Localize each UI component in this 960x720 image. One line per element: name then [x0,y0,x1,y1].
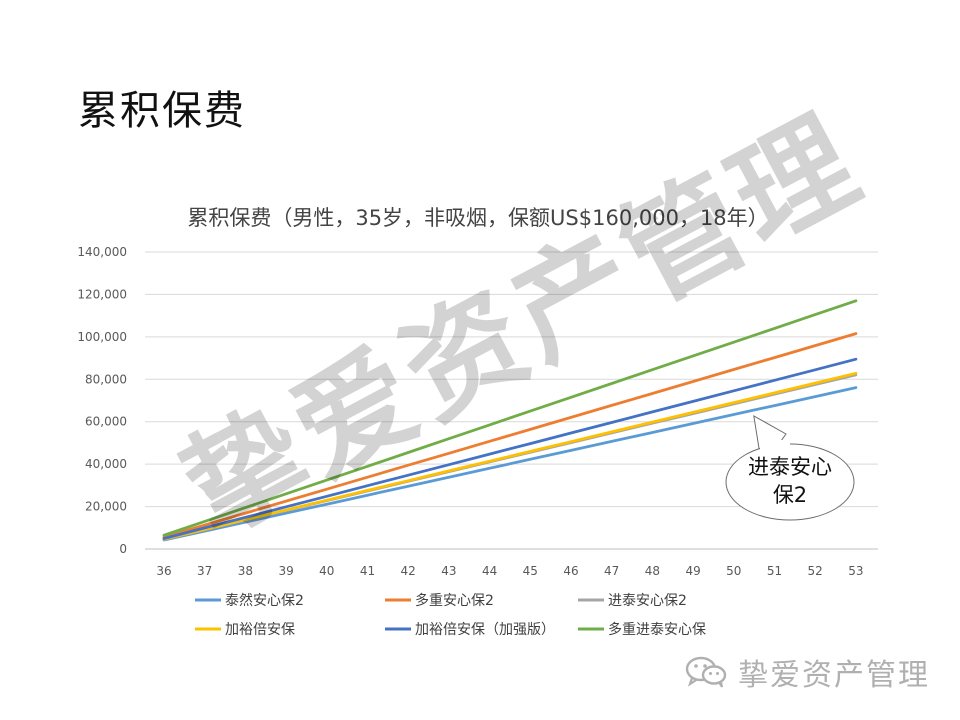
x-tick-label: 36 [156,564,171,578]
series-lines [162,299,858,542]
legend-item: 进泰安心保2 [578,593,687,609]
wechat-icon [685,656,727,688]
x-tick-label: 44 [482,564,497,578]
x-tick-label: 52 [808,564,823,578]
slide-title: 累积保费 [78,88,246,134]
x-tick-label: 48 [645,564,660,578]
legend-label: 多重进泰安心保 [608,621,706,638]
x-tick-label: 38 [238,564,253,578]
y-tick-label: 0 [119,542,127,556]
footer-brand-text: 挚爱资产管理 [738,658,930,693]
legend-item: 多重安心保2 [385,592,494,609]
y-tick-label: 40,000 [85,457,127,471]
y-tick-label: 20,000 [85,500,127,514]
x-tick-label: 46 [563,564,578,578]
annotation-callout-text: 进泰安心保2 [748,455,832,507]
series-line [162,357,858,540]
legend-label: 进泰安心保2 [608,593,687,609]
series-line [162,371,858,541]
x-tick-label: 39 [278,564,293,578]
series-line [162,332,858,539]
x-tick-label: 49 [685,564,700,578]
x-tick-label: 37 [197,564,212,578]
legend-label: 加裕倍安保（加强版） [415,622,555,638]
y-axis: 0 20,000 40,000 60,000 80,000 100,000 120,000 1… [77,245,127,556]
x-tick-label: 40 [319,564,334,578]
legend-label: 多重安心保2 [415,592,494,609]
y-tick-label: 140,000 [77,245,127,259]
x-tick-label: 47 [604,564,619,578]
legend-item: 多重进泰安心保 [578,621,706,638]
y-tick-label: 100,000 [77,330,127,344]
x-tick-label: 43 [441,564,456,578]
x-tick-label: 51 [767,564,782,578]
annotation-callout [725,414,855,521]
legend-label: 加裕倍安保 [225,622,295,638]
chart-title: 累积保费（男性，35岁，非吸烟，保额US$160,000，18年） [187,206,768,230]
series-line [162,299,858,537]
x-tick-label: 42 [401,564,416,578]
legend-item: 泰然安心保2 [195,592,304,609]
y-tick-label: 120,000 [77,287,127,301]
x-tick-label: 53 [848,564,863,578]
legend: 泰然安心保2 多重安心保2 进泰安心保2 加裕倍安保 加裕倍安保（加强版） 多重进泰安心保 [195,592,706,638]
legend-label: 泰然安心保2 [225,592,304,609]
legend-item: 加裕倍安保 [195,622,295,638]
series-line [162,386,858,542]
x-tick-label: 41 [360,564,375,578]
x-tick-label: 45 [523,564,538,578]
x-axis: 36 37 38 39 40 41 42 43 44 45 46 47 48 49 50 51 52 53 [156,564,863,578]
legend-item: 加裕倍安保（加强版） [385,622,555,638]
callout-mask [760,440,790,454]
y-tick-label: 80,000 [85,372,127,386]
y-tick-label: 60,000 [85,415,127,429]
x-tick-label: 50 [726,564,741,578]
footer-brand: 挚爱资产管理 [684,650,930,694]
